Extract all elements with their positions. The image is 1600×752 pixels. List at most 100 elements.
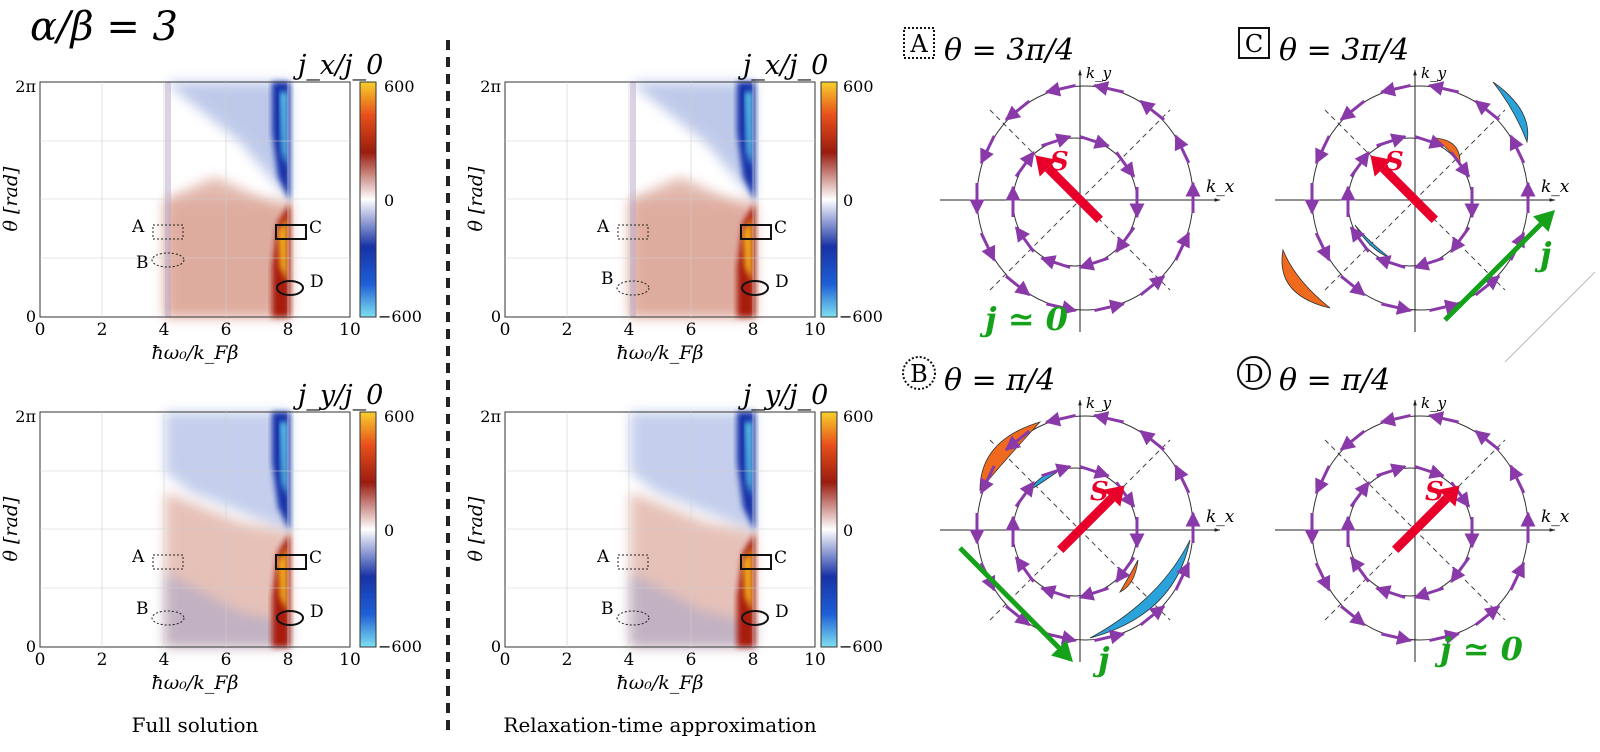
marker-box-c: [740, 554, 772, 570]
y-tick: 0: [26, 307, 36, 326]
colorbar-tick: 0: [843, 521, 853, 540]
outer-fermi-contour: [976, 85, 1194, 311]
spin-texture-arrow: [1427, 411, 1459, 426]
k-space-panel-B: k_x k_y Sj B θ = π/4: [902, 356, 1235, 678]
x-tick: 2: [562, 320, 573, 340]
spin-texture-arrow: [1381, 300, 1413, 315]
x-tick: 10: [339, 320, 361, 340]
y-axis-label: θ [rad]: [0, 496, 22, 561]
spin-texture-arrow: [1079, 134, 1110, 149]
x-tick: 6: [221, 320, 232, 340]
colorbar-tick: −600: [839, 307, 883, 326]
marker-label-b: B: [136, 599, 149, 619]
spin-label: S: [1425, 477, 1444, 507]
colorbar: [820, 411, 838, 648]
spin-texture-arrow: [1115, 226, 1136, 253]
x-tick: 2: [97, 650, 108, 670]
x-axis-label: ħω₀/k_Fβ: [152, 672, 239, 694]
marker-ellipse-b: [616, 280, 650, 296]
distribution-lobe: [1029, 469, 1061, 491]
spin-texture-arrow: [1427, 81, 1459, 96]
marker-label-c: C: [774, 548, 787, 568]
kx-label: k_x: [1206, 507, 1235, 527]
spin-vector-head: [1370, 155, 1392, 177]
spin-texture-arrow: [1139, 429, 1165, 451]
spin-texture-arrow: [1314, 465, 1331, 495]
current-label: j ≃ 0: [1434, 630, 1523, 668]
spin-texture-arrow: [1004, 99, 1031, 121]
colorbar: [820, 81, 838, 318]
marker-box-c: [740, 224, 772, 240]
ky-label: k_y: [1086, 394, 1112, 412]
marker-box-a: [617, 224, 649, 240]
ky-label: k_y: [1421, 394, 1447, 412]
marker-label-d: D: [310, 602, 324, 622]
panel-caption-rta: Relaxation-time approximation: [503, 713, 816, 737]
spin-texture-arrow: [1014, 151, 1035, 178]
x-tick: 8: [748, 650, 759, 670]
marker-ellipse-b: [151, 610, 185, 626]
spin-texture-arrow: [1174, 134, 1191, 164]
spin-texture-arrow: [1429, 629, 1461, 645]
marker-ellipse-d: [741, 610, 769, 626]
y-tick: 2π: [480, 77, 501, 96]
spin-texture-arrow: [1349, 556, 1370, 583]
spin-texture-arrow: [1413, 256, 1444, 271]
spin-texture-arrow: [1078, 256, 1109, 271]
spin-label: S: [1385, 147, 1404, 177]
spin-texture-arrow: [1046, 300, 1078, 315]
spin-texture-arrow: [1376, 133, 1407, 148]
heatmap-panel-3: A B C D 0 2 4 6 8 10 0 2π ħω₀/k_Fβ θ [ra…: [0, 380, 422, 737]
panel-id-label: C: [1245, 30, 1263, 58]
outer-fermi-contour: [1311, 85, 1529, 311]
marker-label-d: D: [775, 272, 789, 292]
y-tick: 2π: [15, 77, 36, 96]
spin-texture-arrow: [1349, 151, 1370, 178]
x-tick: 0: [35, 320, 46, 340]
spin-texture-arrow: [1094, 629, 1126, 645]
y-tick: 0: [491, 637, 501, 656]
panel-id-circle: [1237, 356, 1271, 390]
colorbar-tick: −600: [839, 637, 883, 656]
x-axis-label: ħω₀/k_Fβ: [617, 342, 704, 364]
marker-label-b: B: [601, 599, 614, 619]
spin-texture-arrow: [1375, 585, 1406, 600]
spin-vector-head: [1103, 485, 1125, 507]
marker-box-a: [152, 554, 184, 570]
spin-texture-arrow: [1046, 630, 1078, 645]
spin-texture-arrow: [1450, 481, 1471, 508]
spin-texture-arrow: [1044, 411, 1076, 427]
spin-texture-arrow: [1005, 605, 1031, 627]
spin-texture-arrow: [1092, 411, 1124, 426]
x-axis-label: ħω₀/k_Fβ: [152, 342, 239, 364]
spin-texture-arrow: [1414, 134, 1445, 149]
panel-quantity-label: j_y/j_0: [293, 380, 383, 411]
x-tick: 8: [748, 320, 759, 340]
spin-texture-arrow: [1044, 81, 1076, 97]
x-tick: 8: [283, 650, 294, 670]
kx-label: k_x: [1541, 507, 1570, 527]
spin-texture-arrow: [1314, 232, 1331, 262]
y-axis-label: θ [rad]: [0, 166, 22, 231]
spin-texture-arrow: [1509, 561, 1526, 591]
marker-label-b: B: [136, 253, 149, 273]
kx-label: k_x: [1206, 177, 1235, 197]
panel-quantity-label: j_x/j_0: [738, 50, 828, 81]
colorbar-tick: −600: [378, 307, 422, 326]
spin-texture-arrow: [979, 232, 996, 262]
spin-texture-arrow: [1078, 586, 1109, 601]
heatmap-panel-1: A B C D 0 2 4 6 8 10 0 2π ħω₀/k_Fβ θ [ra…: [0, 50, 422, 364]
spin-texture-arrow: [1340, 605, 1366, 627]
x-tick: 0: [500, 650, 511, 670]
colorbar-tick: 600: [843, 407, 874, 426]
x-tick: 4: [159, 650, 170, 670]
current-vector-icon: [1443, 222, 1543, 322]
panel-id-label: B: [910, 360, 928, 388]
y-axis-label: θ [rad]: [465, 166, 487, 231]
spin-texture-arrow: [1381, 630, 1413, 645]
panel-quantity-label: j_x/j_0: [293, 50, 383, 81]
colorbar-tick: 0: [384, 521, 394, 540]
y-tick: 0: [491, 307, 501, 326]
spin-texture-arrow: [1005, 275, 1031, 297]
x-tick: 4: [624, 320, 635, 340]
